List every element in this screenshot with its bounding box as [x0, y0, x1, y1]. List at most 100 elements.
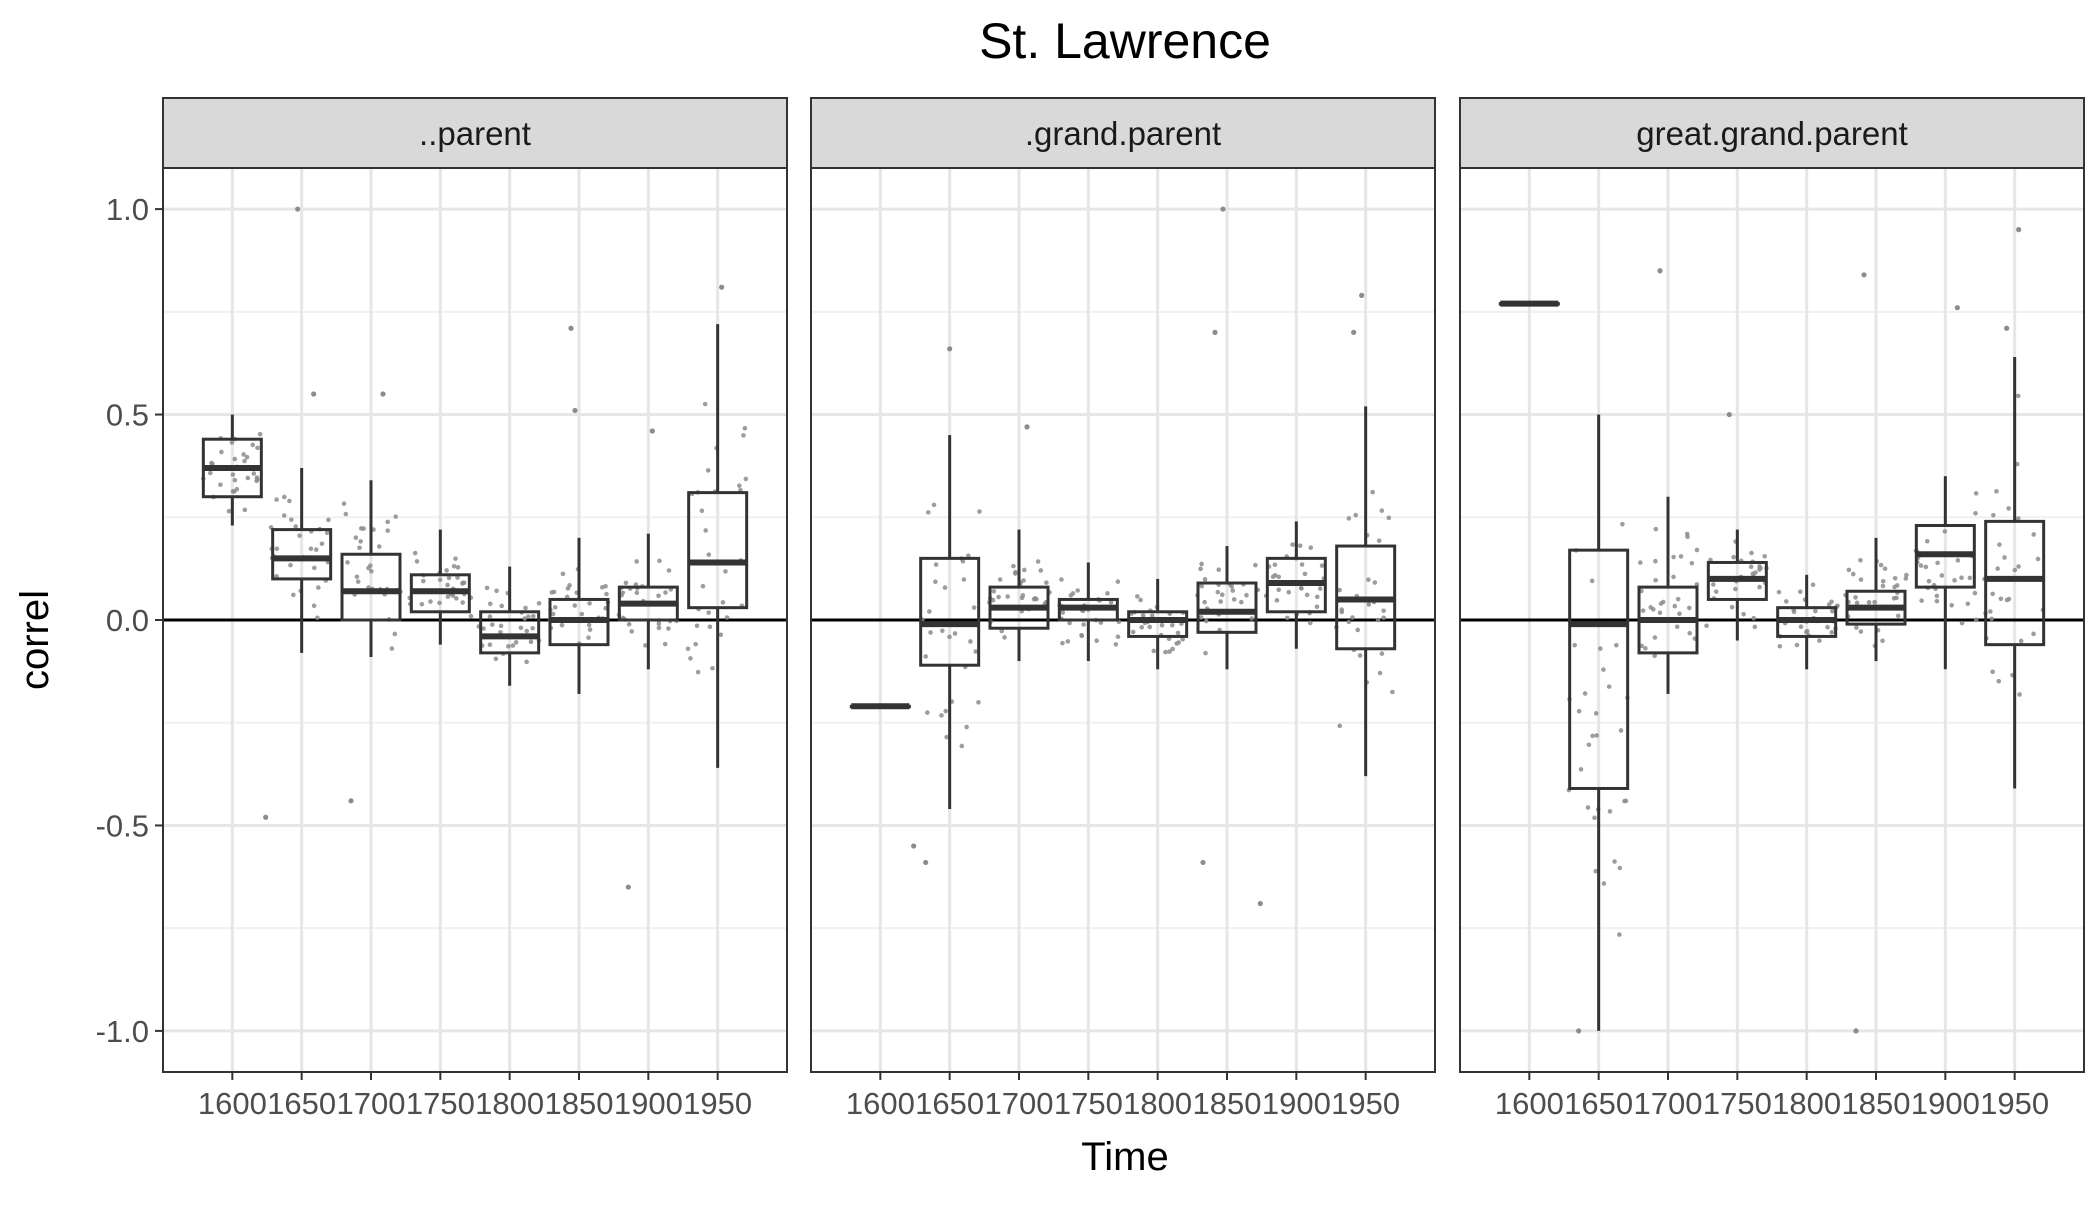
jitter-point [1317, 586, 1323, 591]
outlier-point [263, 814, 269, 820]
jitter-point [1366, 602, 1372, 607]
x-tick-label: 1950 [1331, 1086, 1400, 1121]
jitter-point [1996, 678, 2002, 684]
jitter-point [312, 565, 317, 571]
boxplot-1900 [1265, 521, 1327, 649]
jitter-point [451, 563, 457, 569]
jitter-point [487, 642, 493, 648]
jitter-point [1379, 651, 1385, 656]
jitter-point [1903, 576, 1909, 581]
jitter-point [1115, 634, 1121, 640]
jitter-point [2004, 597, 2010, 603]
jitter-point [1653, 577, 1658, 583]
jitter-point [1299, 562, 1305, 567]
panel-border [1459, 167, 2085, 1073]
boxplot-1700 [340, 480, 402, 657]
x-tick-label: 1750 [406, 1086, 475, 1121]
jitter-point [1113, 642, 1119, 647]
jitter-point [1694, 547, 1700, 553]
jitter-point [446, 575, 452, 581]
jitter-point [1880, 578, 1886, 584]
jitter-point [1379, 508, 1385, 513]
jitter-point [281, 494, 287, 500]
outlier-point [625, 884, 631, 890]
jitter-point [454, 596, 459, 601]
jitter-point [358, 526, 364, 531]
jitter-point [706, 610, 711, 615]
jitter-point [1904, 572, 1909, 578]
jitter-point [251, 471, 257, 476]
jitter-point [1290, 542, 1295, 547]
jitter-point [1750, 571, 1756, 577]
jitter-point [1741, 611, 1746, 617]
boxplot-1850 [548, 537, 610, 694]
jitter-point [1894, 595, 1899, 601]
jitter-point [2015, 393, 2021, 399]
jitter-point [1955, 558, 1961, 563]
jitter-point [1959, 575, 1964, 581]
jitter-point [662, 641, 668, 647]
jitter-point [927, 609, 932, 614]
x-tick-label: 1850 [1842, 1086, 1911, 1121]
jitter-point [626, 621, 632, 627]
outlier-point [348, 798, 354, 804]
jitter-point [274, 497, 279, 502]
y-tick-label: -0.5 [96, 808, 149, 843]
jitter-point [444, 568, 449, 573]
jitter-point [695, 669, 701, 675]
jitter-point [455, 565, 461, 570]
jitter-point [1163, 649, 1168, 655]
jitter-point [587, 601, 592, 606]
jitter-point [226, 508, 232, 514]
jitter-point [706, 552, 712, 557]
jitter-point [1882, 566, 1888, 571]
x-tick-label: 1800 [475, 1086, 544, 1121]
jitter-point [1346, 619, 1352, 625]
outlier-point [719, 284, 725, 290]
jitter-point [2006, 506, 2011, 511]
facet-strip [1459, 97, 2085, 169]
facet-panel: great.grand.parent 1600 1650 1700 1750 1800 18… [1459, 97, 2085, 1121]
jitter-point [1005, 594, 1010, 599]
jitter-point [1355, 627, 1361, 633]
jitter-point [1149, 613, 1155, 619]
jitter-point [484, 585, 490, 591]
jitter-point [1652, 635, 1658, 640]
jitter-point [353, 535, 359, 540]
jitter-point [358, 539, 363, 544]
jitter-point [1934, 593, 1940, 599]
jitter-point [991, 588, 997, 594]
jitter-point [528, 639, 534, 645]
jitter-point [250, 442, 256, 448]
x-tick-label: 1950 [1980, 1086, 2049, 1121]
jitter-point [1286, 589, 1292, 595]
jitter-point [369, 568, 374, 574]
jitter-point [1794, 642, 1800, 648]
jitter-point [620, 590, 626, 596]
jitter-point [1357, 653, 1363, 658]
jitter-point [1620, 521, 1625, 527]
jitter-point [234, 486, 240, 492]
jitter-point [242, 507, 248, 513]
jitter-point [1776, 589, 1782, 595]
jitter-point [1593, 711, 1599, 716]
jitter-point [1606, 684, 1612, 689]
jitter-point [702, 401, 708, 407]
jitter-point [923, 654, 928, 659]
jitter-point [1825, 624, 1830, 630]
jitter-point [1011, 563, 1016, 569]
jitter-point [928, 630, 933, 635]
jitter-point [1070, 591, 1076, 596]
jitter-point [657, 558, 662, 564]
x-tick-label: 1950 [683, 1086, 752, 1121]
jitter-point [1694, 582, 1700, 587]
jitter-point [242, 458, 247, 464]
jitter-point [742, 425, 748, 431]
jitter-point [324, 530, 330, 536]
jitter-point [559, 622, 565, 628]
jitter-point [297, 533, 302, 538]
jitter-point [2031, 631, 2036, 637]
jitter-point [1594, 733, 1600, 738]
jitter-point [700, 583, 706, 589]
jitter-point [392, 631, 398, 637]
